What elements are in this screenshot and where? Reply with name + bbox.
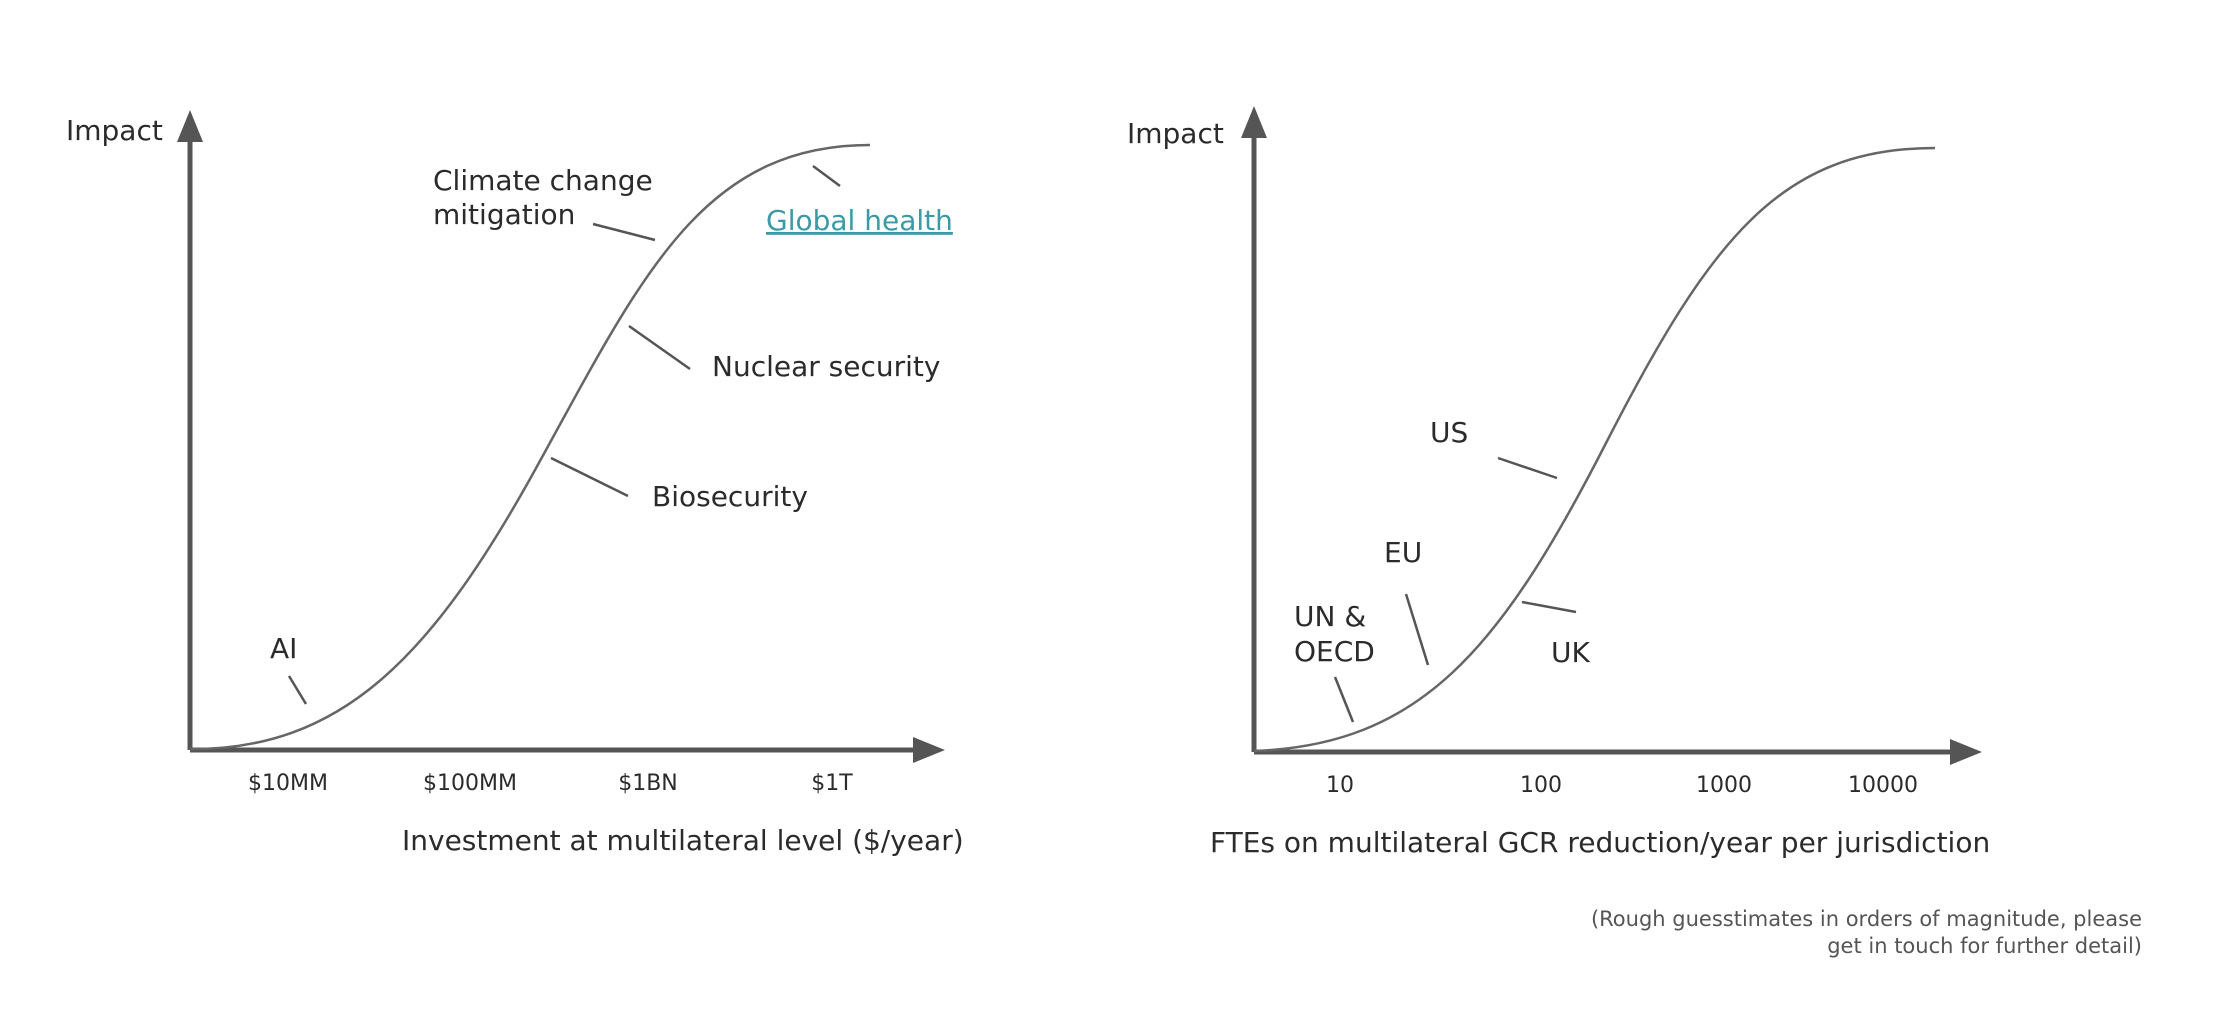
right-y-label: Impact xyxy=(1127,117,1224,150)
label-climate-line2: mitigation xyxy=(433,198,575,231)
left-y-axis-arrow xyxy=(177,110,203,142)
leader-us xyxy=(1497,456,1558,480)
label-eu: EU xyxy=(1384,536,1422,569)
label-ai: AI xyxy=(270,632,297,665)
leader-biosecurity xyxy=(550,456,629,498)
right-tick-1000: 1000 xyxy=(1696,773,1752,798)
left-diagram: Impact $10MM $100MM $1BN $1T Investment … xyxy=(66,110,964,857)
label-us: US xyxy=(1430,416,1468,449)
label-biosecurity: Biosecurity xyxy=(652,480,808,513)
right-tick-10000: 10000 xyxy=(1848,773,1918,798)
left-x-label: Investment at multilateral level ($/year… xyxy=(402,824,964,857)
label-un-line2: OECD xyxy=(1294,635,1375,668)
left-y-label: Impact xyxy=(66,114,163,147)
left-tick-1bn: $1BN xyxy=(618,771,678,796)
right-diagram: Impact 10 100 1000 10000 FTEs on multila… xyxy=(1127,106,1990,859)
footnote-line1: (Rough guesstimates in orders of magnitu… xyxy=(1590,907,2142,931)
left-tick-1t: $1T xyxy=(811,771,853,796)
label-un-line1: UN & xyxy=(1294,600,1366,633)
leader-nuclear xyxy=(628,324,691,371)
right-x-label: FTEs on multilateral GCR reduction/year … xyxy=(1210,826,1990,859)
footnote-line2: get in touch for further detail) xyxy=(1827,934,2142,958)
link-global-health[interactable]: Global health xyxy=(766,204,953,237)
label-climate-line1: Climate change xyxy=(433,164,653,197)
label-uk: UK xyxy=(1551,636,1590,669)
left-tick-100mm: $100MM xyxy=(423,771,517,796)
leader-global-health xyxy=(812,164,841,188)
leader-un-oecd xyxy=(1333,676,1355,723)
right-tick-10: 10 xyxy=(1326,773,1354,798)
right-y-axis-arrow xyxy=(1241,106,1267,138)
leader-uk xyxy=(1521,600,1577,614)
leader-climate xyxy=(592,222,656,242)
leader-ai xyxy=(287,675,308,705)
label-nuclear-security: Nuclear security xyxy=(712,350,940,383)
right-x-axis-arrow xyxy=(1950,739,1982,765)
footnote: (Rough guesstimates in orders of magnitu… xyxy=(1502,906,2142,960)
left-s-curve xyxy=(189,143,871,751)
leader-eu xyxy=(1404,593,1430,666)
left-tick-10mm: $10MM xyxy=(248,771,328,796)
right-tick-100: 100 xyxy=(1520,773,1562,798)
left-x-axis-arrow xyxy=(913,737,945,763)
right-s-curve xyxy=(1253,146,1936,753)
